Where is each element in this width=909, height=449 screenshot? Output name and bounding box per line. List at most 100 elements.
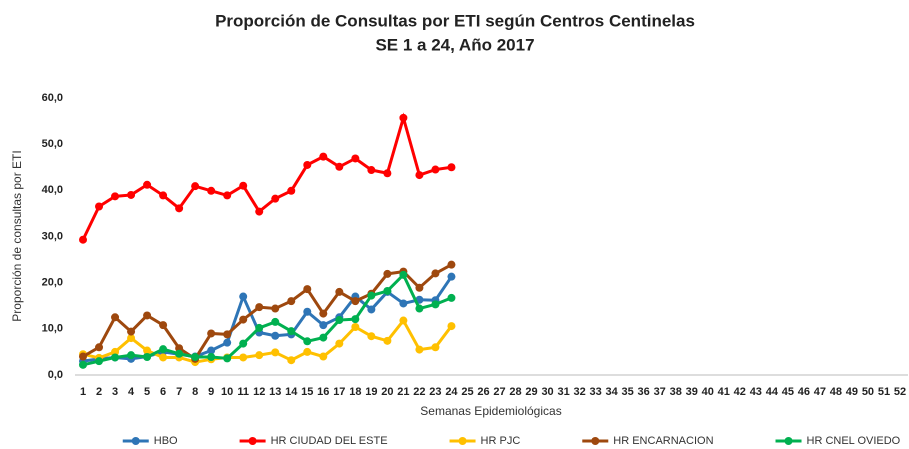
x-tick-label: 15	[301, 386, 313, 398]
x-tick-label: 33	[590, 386, 602, 398]
x-tick-label: 45	[782, 386, 794, 398]
x-tick-label: 35	[622, 386, 634, 398]
x-tick-label: 18	[349, 386, 361, 398]
x-tick-label: 7	[176, 386, 182, 398]
legend-marker	[131, 437, 140, 445]
x-tick-label: 31	[557, 386, 569, 398]
point	[207, 329, 216, 338]
legend-label: HR CIUDAD DEL ESTE	[271, 435, 388, 447]
x-tick-label: 50	[862, 386, 874, 398]
legend-label: HR ENCARNACION	[613, 435, 713, 447]
point	[383, 336, 392, 345]
x-axis-label: Semanas Epidemiológicas	[420, 404, 561, 418]
point	[351, 154, 360, 163]
point	[255, 303, 264, 312]
x-tick-label: 9	[208, 386, 214, 398]
point	[239, 181, 248, 190]
point	[239, 315, 248, 324]
point	[239, 292, 248, 301]
x-tick-label: 16	[317, 386, 329, 398]
point	[95, 202, 104, 211]
point	[127, 334, 136, 343]
point	[159, 345, 168, 354]
point	[303, 337, 312, 346]
point	[207, 186, 216, 195]
point	[399, 113, 408, 122]
x-tick-label: 34	[606, 386, 619, 398]
point	[223, 330, 232, 339]
point	[287, 327, 296, 336]
x-tick-label: 49	[846, 386, 858, 398]
point	[271, 304, 280, 313]
point	[127, 190, 136, 199]
series-line	[82, 275, 453, 363]
chart-title: Proporción de Consultas por ETI según Ce…	[215, 11, 695, 30]
x-tick-label: 38	[670, 386, 682, 398]
y-tick-label: 40,0	[42, 184, 63, 196]
point	[223, 354, 232, 363]
point	[431, 269, 440, 278]
x-tick-label: 40	[702, 386, 714, 398]
point	[239, 353, 248, 362]
point	[271, 194, 280, 203]
x-tick-label: 2	[96, 386, 102, 398]
point	[415, 345, 424, 354]
x-tick-label: 11	[237, 386, 249, 398]
legend-label: HR CNEL OVIEDO	[807, 435, 901, 447]
point	[319, 333, 328, 342]
chart-subtitle: SE 1 a 24, Año 2017	[375, 35, 534, 54]
point	[319, 309, 328, 318]
legend-label: HBO	[154, 435, 178, 447]
x-tick-label: 24	[445, 386, 458, 398]
point	[175, 204, 184, 213]
point	[447, 293, 456, 302]
point	[399, 316, 408, 325]
point	[319, 321, 328, 330]
x-tick-label: 3	[112, 386, 118, 398]
point	[383, 169, 392, 178]
point	[127, 327, 136, 336]
point	[223, 338, 232, 347]
y-tick-label: 0,0	[48, 369, 63, 381]
point	[335, 339, 344, 348]
point	[447, 322, 456, 331]
y-tick-label: 10,0	[42, 323, 63, 335]
x-tick-label: 12	[253, 386, 265, 398]
point	[239, 339, 248, 348]
legend-item: HR CNEL OVIEDO	[775, 435, 901, 447]
x-tick-label: 1	[80, 386, 86, 398]
point	[79, 352, 88, 361]
point	[223, 191, 232, 200]
point	[367, 305, 376, 314]
point	[143, 352, 152, 361]
y-tick-label: 50,0	[42, 138, 63, 150]
point	[303, 160, 312, 169]
x-tick-label: 51	[878, 386, 890, 398]
point	[79, 360, 88, 369]
point	[191, 182, 200, 191]
x-tick-label: 8	[192, 386, 198, 398]
point	[383, 269, 392, 278]
point	[159, 191, 168, 200]
x-tick-label: 48	[830, 386, 842, 398]
point	[351, 297, 360, 306]
x-tick-label: 25	[461, 386, 473, 398]
point	[415, 171, 424, 180]
legend-marker	[248, 437, 257, 445]
y-tick-label: 60,0	[42, 92, 63, 104]
point	[415, 283, 424, 292]
legend-item: HR ENCARNACION	[582, 435, 714, 447]
point	[303, 285, 312, 294]
series-line	[82, 272, 453, 367]
x-tick-label: 39	[686, 386, 698, 398]
point	[95, 357, 104, 366]
point	[287, 356, 296, 365]
legend-marker	[458, 437, 467, 445]
x-tick-label: 28	[509, 386, 521, 398]
point	[287, 186, 296, 195]
point	[383, 286, 392, 295]
x-tick-label: 20	[381, 386, 393, 398]
point	[111, 313, 120, 322]
x-tick-label: 43	[750, 386, 762, 398]
x-tick-label: 22	[413, 386, 425, 398]
